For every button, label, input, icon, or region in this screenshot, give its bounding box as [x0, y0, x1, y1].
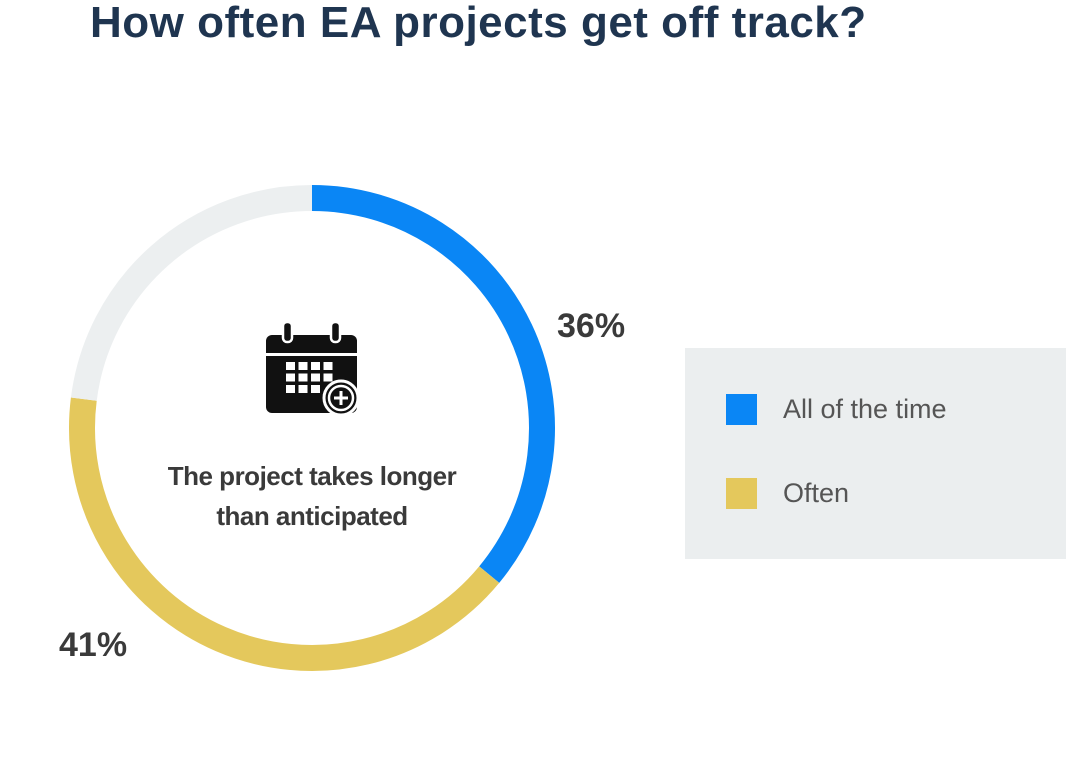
data-label-all-of-the-time: 36% — [557, 307, 626, 345]
calendar-plus-icon — [266, 320, 360, 417]
donut-slice-all-of-the-time — [311, 185, 555, 583]
legend: All of the time Often — [685, 348, 1066, 559]
donut-slice-remainder — [70, 185, 313, 401]
donut-slice-often — [69, 397, 500, 671]
legend-label: Often — [783, 478, 850, 508]
data-label-often: 41% — [59, 626, 128, 664]
legend-item-often: Often — [726, 478, 849, 509]
center-label: The project takes longer than anticipate… — [142, 456, 482, 536]
center-label-line-1: The project takes longer — [167, 461, 457, 491]
legend-label: All of the time — [783, 394, 947, 424]
legend-swatch-yellow — [726, 478, 757, 509]
chart-title: How often EA projects get off track? — [90, 0, 867, 47]
legend-item-all-of-the-time: All of the time — [726, 394, 947, 425]
legend-swatch-blue — [726, 394, 757, 425]
center-label-line-2: than anticipated — [216, 501, 408, 531]
